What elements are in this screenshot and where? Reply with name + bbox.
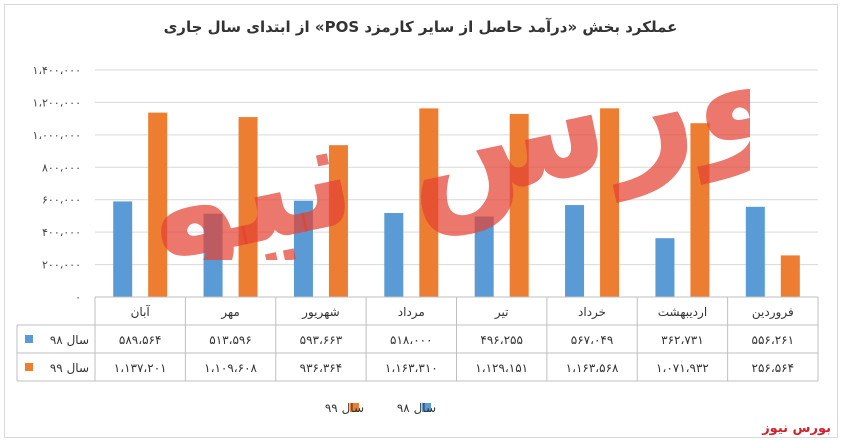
bar xyxy=(745,206,765,297)
data-label: ۱،۰۷۱،۹۳۲ xyxy=(656,361,709,375)
category-label: شهریور xyxy=(301,305,340,320)
data-label: ۱،۱۶۳،۳۱۰ xyxy=(385,361,438,375)
data-label: ۵۱۸،۰۰۰ xyxy=(390,333,433,347)
series-row-label: سال ۹۹ xyxy=(50,361,89,375)
data-label: ۱،۱۶۳،۵۶۸ xyxy=(566,361,619,375)
bar xyxy=(113,201,133,297)
legend-label: سال ۹۸ xyxy=(397,401,436,415)
y-tick-label: ۰ xyxy=(75,291,81,304)
bar xyxy=(509,113,529,297)
data-label: ۱،۱۰۹،۶۰۸ xyxy=(204,361,257,375)
legend-key xyxy=(350,403,359,412)
bar xyxy=(600,108,620,298)
data-label: ۱،۱۳۷،۲۰۱ xyxy=(114,361,167,375)
y-tick-label: ۸۰۰،۰۰۰ xyxy=(42,161,81,174)
bar xyxy=(384,213,404,297)
category-label: آبان xyxy=(131,304,151,319)
bar xyxy=(780,255,800,297)
category-label: تیر xyxy=(494,305,509,320)
data-label: ۵۹۳،۶۶۳ xyxy=(300,333,343,347)
bar xyxy=(238,117,258,297)
y-tick-label: ۴۰۰،۰۰۰ xyxy=(42,226,81,239)
bar xyxy=(419,108,439,297)
data-label: ۱،۱۲۹،۱۵۱ xyxy=(475,361,528,375)
data-label: ۳۶۲،۷۳۱ xyxy=(661,333,704,347)
table-legend-key xyxy=(25,363,33,371)
y-tick-label: ۶۰۰،۰۰۰ xyxy=(42,194,81,207)
bar xyxy=(203,213,223,297)
category-label: مهر xyxy=(220,305,240,320)
bar xyxy=(474,216,494,297)
bar xyxy=(565,205,585,297)
data-label: ۹۳۶،۳۶۴ xyxy=(300,361,343,375)
bar xyxy=(655,238,675,297)
source-label: بورس نیوز xyxy=(762,421,831,436)
data-label: ۵۱۳،۵۹۶ xyxy=(209,333,252,347)
data-label: ۵۵۶،۲۶۱ xyxy=(752,333,795,347)
table-legend-key xyxy=(25,335,33,343)
y-tick-label: ۲۰۰،۰۰۰ xyxy=(42,259,81,272)
chart-title: عملکرد بخش «درآمد حاصل از سایر کارمزد PO… xyxy=(163,18,678,36)
bar xyxy=(328,145,348,297)
data-label: ۲۵۶،۵۶۴ xyxy=(752,361,795,375)
series-row-label: سال ۹۸ xyxy=(50,333,89,347)
y-tick-label: ۱،۲۰۰،۰۰۰ xyxy=(33,96,81,109)
category-label: خرداد xyxy=(578,305,606,320)
data-label: ۵۸۹،۵۶۴ xyxy=(119,333,162,347)
category-label: فروردین xyxy=(752,305,794,320)
data-label: ۴۹۶،۲۵۵ xyxy=(480,333,523,347)
bar xyxy=(148,112,168,297)
bar xyxy=(293,200,313,297)
legend-key xyxy=(422,403,431,412)
bar xyxy=(690,123,710,298)
y-tick-label: ۱،۴۰۰،۰۰۰ xyxy=(33,64,81,77)
legend-label: سال ۹۹ xyxy=(325,401,364,415)
category-label: اردیبهشت xyxy=(658,305,707,320)
y-tick-label: ۱،۰۰۰،۰۰۰ xyxy=(33,129,81,142)
data-label: ۵۶۷،۰۴۹ xyxy=(571,333,614,347)
category-label: مرداد xyxy=(398,305,425,320)
